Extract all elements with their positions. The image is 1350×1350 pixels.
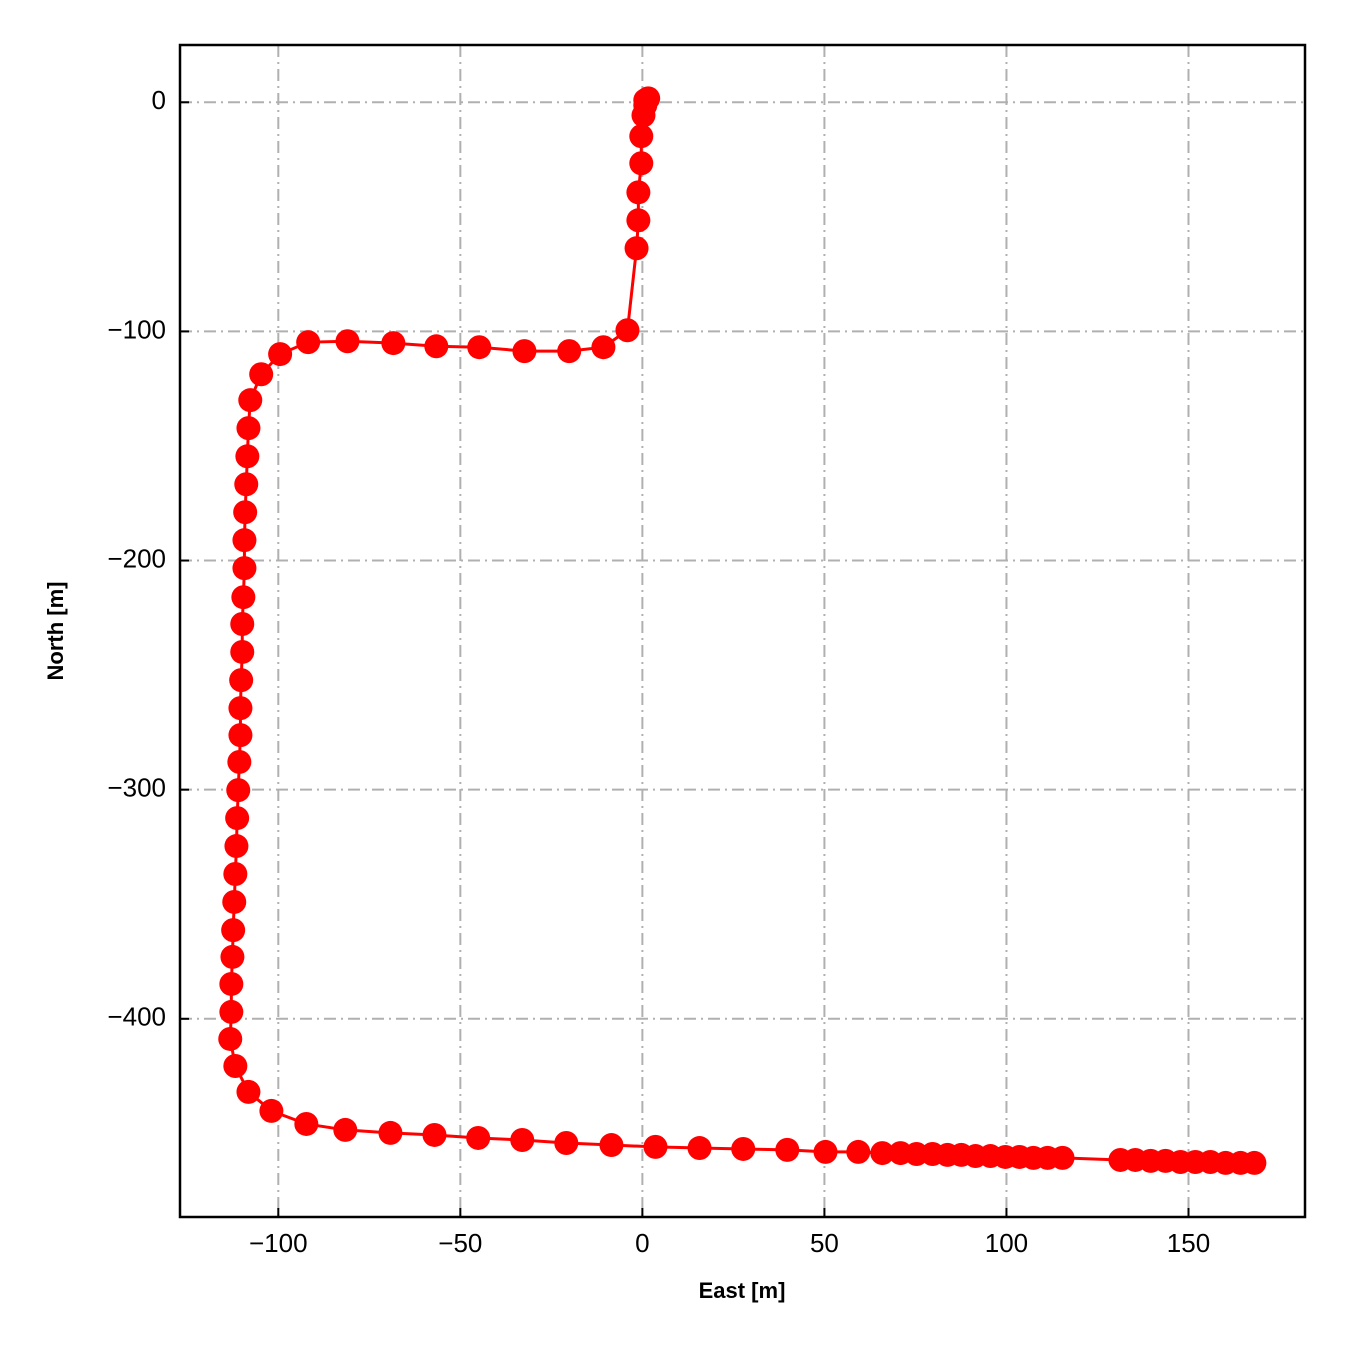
data-point (333, 1117, 358, 1142)
data-point (1242, 1150, 1267, 1175)
data-point (512, 339, 537, 364)
data-point (629, 124, 654, 149)
data-point (221, 918, 246, 943)
data-point (813, 1139, 838, 1164)
data-point (226, 778, 251, 803)
data-point (249, 362, 274, 387)
data-point (229, 668, 254, 693)
data-point (236, 1079, 261, 1104)
y-tick-label: −200 (107, 543, 166, 573)
data-point (846, 1139, 871, 1164)
data-point (222, 889, 247, 914)
x-tick-label: 50 (810, 1228, 839, 1258)
data-point (467, 335, 492, 360)
data-point (615, 318, 640, 343)
data-point (422, 1122, 447, 1147)
data-point (424, 334, 449, 359)
data-point (233, 500, 258, 525)
y-tick-label: −300 (107, 773, 166, 803)
data-point (731, 1136, 756, 1161)
data-point (232, 556, 257, 581)
y-tick-label: −100 (107, 314, 166, 344)
data-point (643, 1134, 668, 1159)
data-point (378, 1120, 403, 1145)
data-point (228, 723, 253, 748)
data-point (228, 696, 253, 721)
data-point (224, 834, 249, 859)
data-point (259, 1098, 284, 1123)
data-point (870, 1141, 895, 1166)
data-point (235, 444, 260, 469)
data-point (335, 329, 360, 354)
data-point (631, 103, 656, 128)
x-tick-label: 0 (635, 1228, 649, 1258)
data-point (381, 331, 406, 356)
data-point (294, 1111, 319, 1136)
data-point (223, 861, 248, 886)
data-point (238, 388, 263, 413)
data-line (228, 94, 1255, 1165)
data-point (591, 335, 616, 360)
data-point (227, 749, 252, 774)
data-point (510, 1128, 535, 1153)
data-point (687, 1136, 712, 1161)
data-point (629, 151, 654, 176)
data-point (268, 342, 293, 367)
data-point (624, 236, 649, 261)
data-point (218, 1026, 243, 1051)
x-axis-label: East [m] (699, 1278, 786, 1303)
data-point (225, 806, 250, 831)
data-point (231, 585, 256, 610)
data-point (219, 971, 244, 996)
data-point (234, 472, 259, 497)
data-point (230, 639, 255, 664)
data-point (232, 528, 257, 553)
data-point (626, 180, 651, 205)
plot-frame (178, 43, 1307, 1219)
y-tick-label: −400 (107, 1002, 166, 1032)
data-point (466, 1125, 491, 1150)
data-point (223, 1054, 248, 1079)
x-tick-label: 150 (1167, 1228, 1210, 1258)
x-tick-label: −100 (249, 1228, 308, 1258)
x-tick-label: −50 (438, 1228, 482, 1258)
data-point (626, 208, 651, 233)
y-axis-label: North [m] (43, 582, 68, 681)
x-tick-label: 100 (985, 1228, 1028, 1258)
data-point (599, 1133, 624, 1158)
data-point (220, 944, 245, 969)
y-tick-label: 0 (152, 85, 166, 115)
data-point (554, 1130, 579, 1155)
data-point (1050, 1145, 1075, 1170)
data-point (219, 999, 244, 1024)
data-point (557, 339, 582, 364)
data-point (230, 612, 255, 637)
data-point (236, 416, 261, 441)
data-point (296, 330, 321, 355)
data-point (775, 1137, 800, 1162)
